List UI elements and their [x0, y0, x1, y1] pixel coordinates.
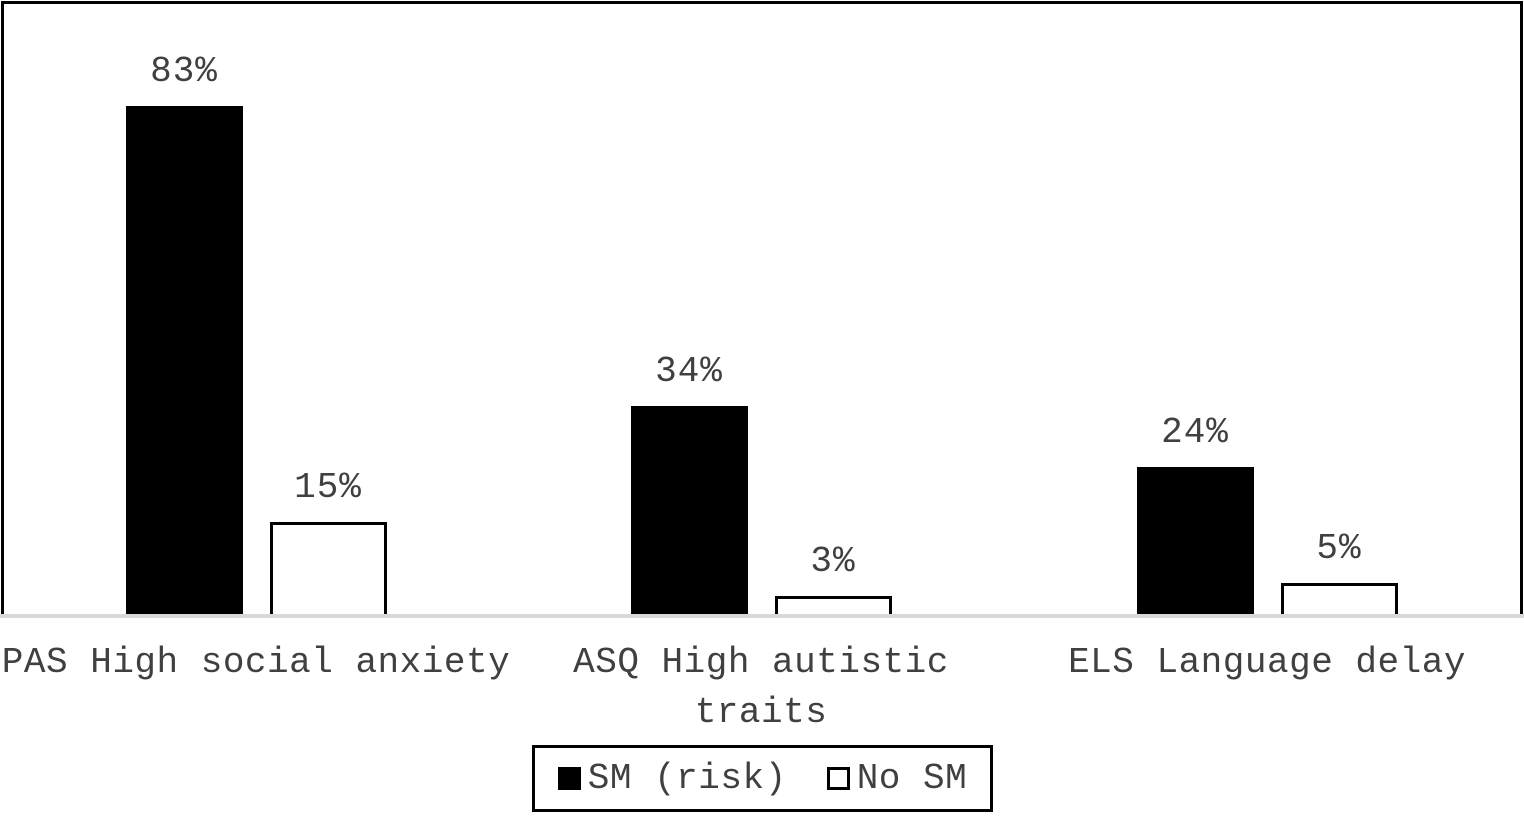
x-axis-label: PAS High social anxiety — [1, 642, 511, 683]
plot-area: 83% 15% 34% 3% 24% 5% — [125, 51, 1398, 614]
plot-frame — [1, 1, 1523, 614]
x-axis-label: ELS Language delay — [1068, 642, 1466, 683]
legend-swatch-filled-black-icon — [557, 767, 581, 790]
legend-swatch-outlined-white-icon — [826, 767, 850, 790]
legend-item: SM (risk) — [557, 758, 787, 799]
bar-no-sm-2 — [1280, 583, 1398, 614]
x-axis-label: ASQ High autistic traits — [573, 642, 949, 733]
legend-item: No SM — [826, 758, 968, 799]
bar-no-sm-0 — [269, 522, 387, 614]
value-label: 3% — [810, 541, 856, 582]
bar-sm-risk-0 — [125, 106, 243, 614]
value-label: 34% — [655, 351, 723, 392]
bar-no-sm-1 — [774, 596, 892, 614]
bar-sm-risk-1 — [630, 406, 748, 614]
value-label: 83% — [150, 51, 218, 92]
value-label: 24% — [1161, 412, 1229, 453]
bar-sm-risk-2 — [1136, 467, 1254, 614]
value-label: 15% — [294, 467, 362, 508]
x-axis-line — [0, 614, 1524, 618]
value-label: 5% — [1316, 528, 1362, 569]
legend-item-label: SM (risk) — [587, 758, 787, 799]
legend-item-label: No SM — [856, 758, 968, 799]
legend: SM (risk) No SM — [532, 745, 993, 812]
